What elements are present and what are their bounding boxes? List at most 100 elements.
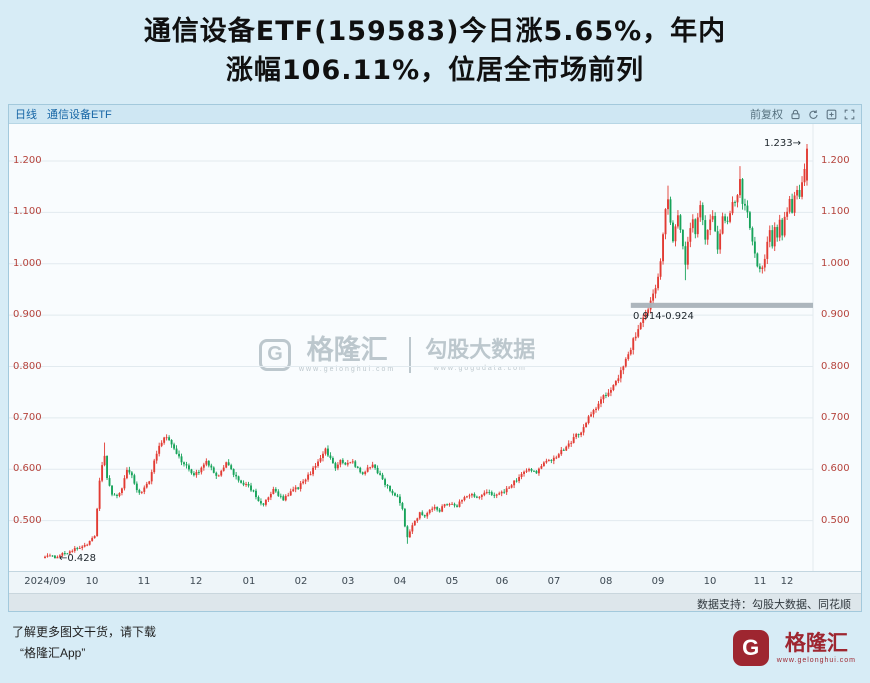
period-selector[interactable]: 日线 [15, 109, 37, 121]
gelonghui-logo-icon: G [732, 630, 769, 666]
candle-body-up [294, 487, 297, 490]
candle-body-up [292, 489, 295, 492]
candle-body-up [413, 520, 416, 526]
candle-body-down [63, 553, 66, 554]
candle-body-down [108, 478, 111, 486]
candle-body-up [267, 497, 270, 500]
candle-body-up [153, 460, 156, 473]
candle-body-down [403, 508, 406, 527]
candle-body-down [215, 472, 218, 476]
candle-body-down [490, 492, 493, 495]
candle-body-up [44, 556, 46, 559]
candle-body-up [761, 267, 764, 270]
candle-body-down [438, 509, 441, 512]
candle-body-up [88, 540, 91, 545]
candlestick-chart[interactable] [9, 124, 861, 571]
refresh-icon[interactable] [808, 109, 819, 120]
candle-body-down [170, 440, 173, 445]
candle-body-down [178, 453, 180, 457]
candle-body-down [734, 201, 736, 203]
instrument-name: 通信设备ETF [47, 109, 112, 121]
candle-body-up [314, 465, 317, 468]
candle-body-up [428, 509, 431, 513]
candle-body-up [520, 473, 523, 478]
candle-body-down [503, 491, 506, 493]
candle-body-down [550, 460, 553, 461]
candle-body-down [242, 482, 245, 485]
x-axis-label: 12 [780, 576, 794, 587]
candle-body-down [279, 495, 282, 497]
candle-body-down [741, 179, 744, 204]
candle-body-down [391, 490, 394, 494]
candle-body-up [500, 491, 503, 494]
candlestick-layer [44, 144, 808, 559]
candle-body-up [56, 556, 59, 559]
candle-body-up [654, 288, 657, 294]
candle-body-up [416, 518, 419, 521]
candle-body-down [173, 444, 176, 449]
candle-body-down [473, 494, 476, 497]
candle-body-up [408, 531, 411, 538]
candle-body-up [778, 219, 781, 238]
candle-body-down [716, 231, 719, 250]
candle-body-up [98, 480, 101, 509]
candle-body-down [53, 555, 56, 559]
candle-body-down [106, 455, 108, 479]
candle-body-up [304, 479, 307, 482]
candle-body-up [691, 219, 694, 229]
gelonghui-logo-icon: G [259, 338, 291, 371]
candle-body-down [374, 464, 377, 468]
candle-body-up [587, 416, 590, 423]
candle-body-down [386, 484, 389, 486]
candle-body-up [788, 198, 791, 212]
candle-body-down [262, 503, 265, 505]
candle-body-up [510, 485, 513, 488]
app-promo-line2: “格隆汇App” [20, 646, 86, 660]
app-promo-line1: 了解更多图文干货，请下载 [12, 625, 157, 639]
candle-body-up [540, 466, 543, 469]
candle-body-up [317, 461, 319, 466]
candle-body-up [518, 477, 521, 482]
candle-body-down [406, 526, 409, 538]
candle-body-up [689, 228, 692, 242]
zoom-in-icon[interactable] [826, 109, 837, 120]
candle-body-up [739, 179, 741, 196]
candle-body-up [426, 512, 429, 517]
candle-body-down [704, 220, 707, 240]
candle-body-up [555, 457, 558, 459]
candle-body-up [371, 464, 374, 468]
candle-body-up [302, 481, 305, 484]
candle-body-up [786, 211, 789, 217]
candle-body-down [130, 472, 133, 476]
candle-body-down [714, 215, 717, 232]
candle-body-up [68, 551, 71, 554]
candle-body-down [726, 220, 729, 222]
candle-body-up [619, 370, 622, 379]
candle-body-up [580, 432, 583, 436]
price-plot-area: G 格隆汇 www.gelonghui.com 勾股大数据 www.goguda… [9, 124, 861, 571]
candle-body-up [264, 499, 267, 505]
candle-body-down [744, 203, 746, 206]
candle-body-up [150, 472, 153, 482]
candle-body-up [537, 468, 540, 474]
candle-body-down [488, 492, 491, 494]
x-axis-label: 10 [703, 576, 717, 587]
candle-body-up [205, 460, 208, 465]
candle-body-up [582, 427, 585, 433]
candle-body-up [49, 555, 51, 557]
candle-body-down [577, 434, 580, 436]
candle-body-up [547, 460, 550, 461]
candle-body-up [118, 492, 121, 496]
watermark-brand-url: www.gelonghui.com [299, 366, 396, 373]
fullscreen-icon[interactable] [844, 109, 855, 120]
candle-body-down [257, 497, 260, 502]
candle-body-up [202, 464, 205, 468]
candle-body-up [78, 548, 81, 549]
candle-body-up [607, 392, 610, 396]
lock-icon[interactable] [790, 109, 801, 120]
candle-body-down [748, 212, 751, 229]
adjust-mode-toggle[interactable]: 前复权 [750, 109, 783, 121]
candle-body-down [168, 437, 171, 441]
candle-body-up [793, 195, 796, 213]
candle-body-up [768, 230, 771, 242]
